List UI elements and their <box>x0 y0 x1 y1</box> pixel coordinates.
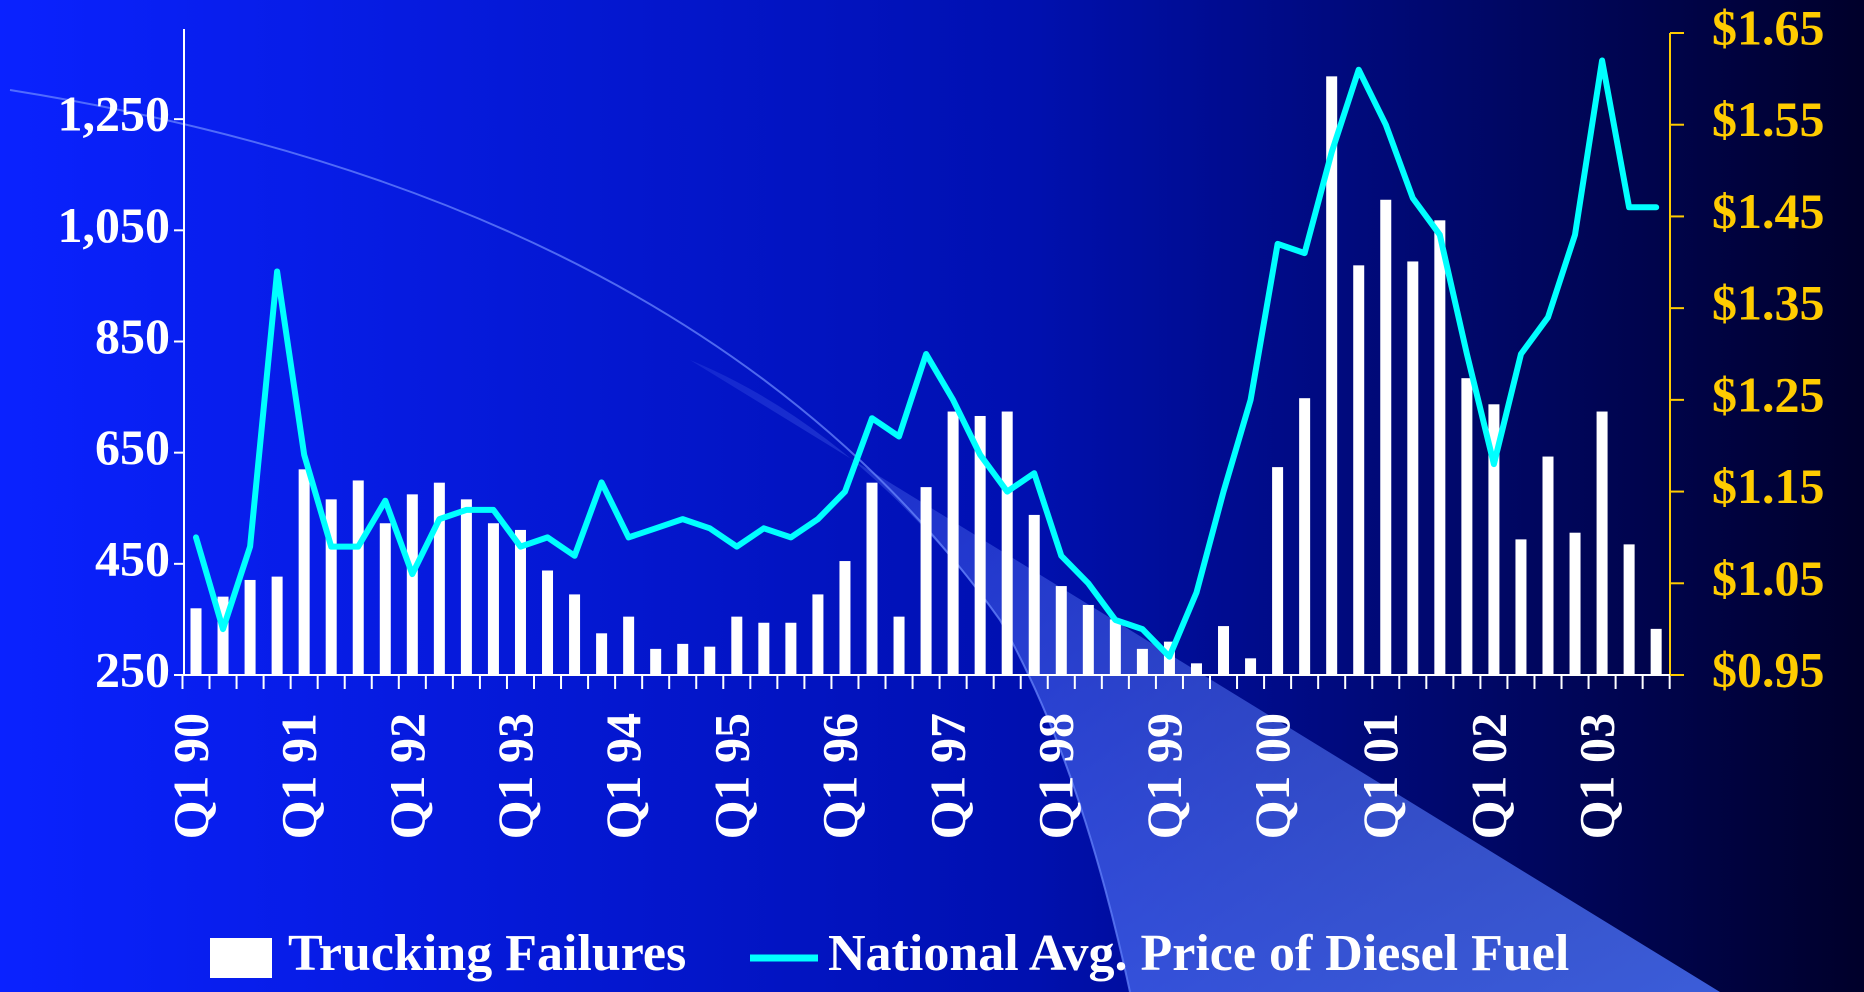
y2-tick-label: $1.05 <box>1712 550 1825 606</box>
bar <box>1407 261 1419 675</box>
bar <box>298 469 310 675</box>
bar <box>1136 648 1148 675</box>
x-tick-label: Q1 00 <box>1244 713 1300 839</box>
y-tick-label: 250 <box>95 641 170 697</box>
y-tick-label: 450 <box>95 530 170 586</box>
y-tick-label: 850 <box>95 308 170 364</box>
bar <box>893 616 905 675</box>
bar <box>1650 628 1662 675</box>
bar <box>244 579 256 675</box>
x-tick-label: Q1 94 <box>595 713 651 839</box>
y-tick-label: 650 <box>95 419 170 475</box>
bar <box>1596 411 1608 675</box>
bar <box>1028 514 1040 675</box>
bar <box>460 499 472 675</box>
bar <box>1380 199 1392 676</box>
bar <box>974 415 986 675</box>
bar <box>1082 604 1094 675</box>
bar <box>758 622 770 675</box>
y-tick-label: 1,250 <box>58 86 171 142</box>
x-tick-label: Q1 93 <box>487 713 543 839</box>
x-tick-label: Q1 01 <box>1352 713 1408 839</box>
bar <box>920 487 932 675</box>
legend-label: National Avg. Price of Diesel Fuel <box>828 925 1569 982</box>
x-tick-label: Q1 97 <box>920 713 976 839</box>
bar <box>1272 467 1284 675</box>
y2-tick-label: $1.15 <box>1712 458 1825 514</box>
y2-tick-label: $1.35 <box>1712 275 1825 331</box>
bar <box>650 648 662 675</box>
x-tick-label: Q1 03 <box>1569 713 1625 839</box>
bar <box>1488 404 1500 675</box>
bar <box>785 622 797 675</box>
bar <box>1299 398 1311 675</box>
bar <box>514 529 526 675</box>
bar <box>1569 532 1581 675</box>
bar <box>623 616 635 675</box>
y2-tick-label: $1.55 <box>1712 91 1825 147</box>
bar <box>1326 76 1338 676</box>
bar <box>271 576 283 675</box>
bar <box>433 482 445 675</box>
bar <box>569 594 581 675</box>
bar <box>352 480 364 675</box>
x-tick-label: Q1 91 <box>271 713 327 839</box>
bar <box>596 633 608 675</box>
y-tick-label: 1,050 <box>58 197 171 253</box>
x-tick-label: Q1 98 <box>1028 713 1084 839</box>
bar <box>731 616 743 675</box>
bar <box>1542 456 1554 675</box>
x-tick-label: Q1 99 <box>1136 713 1192 839</box>
bar <box>866 482 878 675</box>
x-tick-label: Q1 90 <box>162 713 218 839</box>
bar <box>1055 586 1067 675</box>
bar <box>704 646 716 675</box>
bar <box>1461 378 1473 675</box>
bar <box>406 494 418 675</box>
bar <box>677 643 689 675</box>
bar <box>325 499 337 675</box>
bar <box>379 523 391 675</box>
y2-tick-label: $0.95 <box>1712 641 1825 697</box>
legend-label: Trucking Failures <box>288 925 686 982</box>
bar <box>190 608 202 675</box>
bar <box>1190 663 1202 675</box>
y2-tick-label: $1.65 <box>1712 0 1825 55</box>
bar <box>1353 265 1365 675</box>
bar <box>812 594 824 675</box>
bar <box>1434 220 1446 676</box>
bar <box>1245 658 1257 675</box>
bar <box>217 596 229 675</box>
bar <box>1001 411 1013 675</box>
bar <box>839 561 851 675</box>
bar <box>1623 544 1635 675</box>
bar <box>487 523 499 675</box>
y2-tick-label: $1.25 <box>1712 366 1825 422</box>
legend-swatch <box>210 938 272 978</box>
bar <box>542 570 554 675</box>
x-tick-label: Q1 95 <box>703 713 759 839</box>
y2-tick-label: $1.45 <box>1712 183 1825 239</box>
x-tick-label: Q1 92 <box>379 713 435 839</box>
x-tick-label: Q1 02 <box>1460 713 1516 839</box>
line <box>193 57 1660 660</box>
bar <box>1218 626 1230 675</box>
bar <box>947 411 959 675</box>
x-tick-label: Q1 96 <box>811 713 867 839</box>
bar <box>1515 539 1527 675</box>
bar <box>1109 619 1121 675</box>
